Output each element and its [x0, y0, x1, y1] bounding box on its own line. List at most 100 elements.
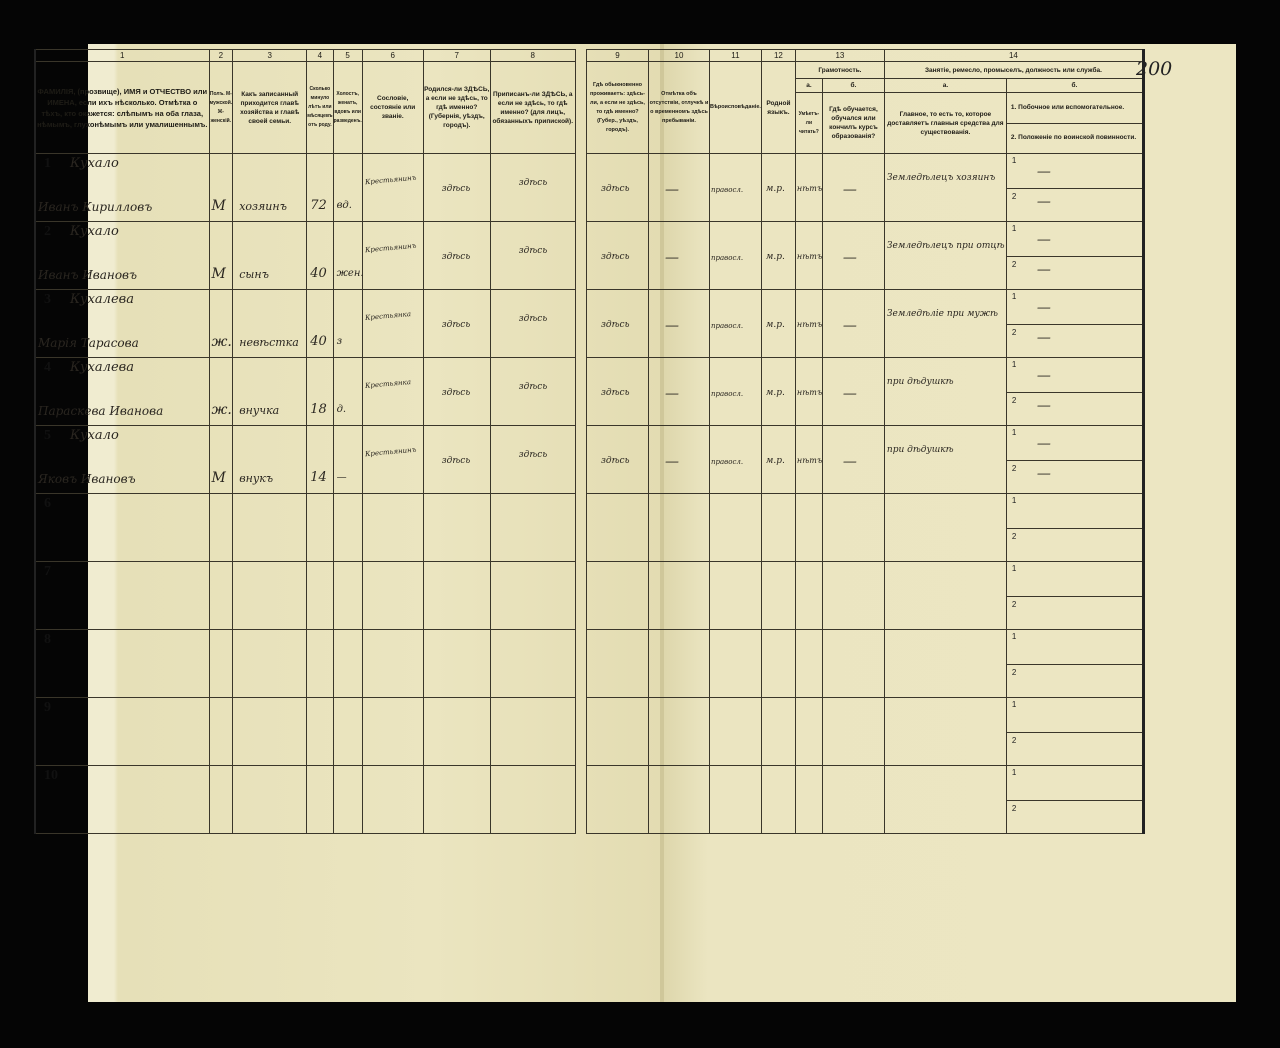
handwritten-entry: правосл.: [711, 322, 744, 330]
age-cell: [306, 561, 334, 630]
sub-label: 1: [1011, 156, 1017, 165]
handwritten-entry: м.р.: [765, 184, 785, 194]
sex-cell: [208, 765, 234, 834]
handwritten-entry: при дѣдушкѣ: [886, 377, 954, 387]
handwritten-entry: вд.: [336, 200, 352, 211]
col-number: 10: [648, 49, 710, 62]
relation-cell: невѣстка: [232, 289, 308, 358]
handwritten-entry: внукъ: [239, 472, 274, 485]
occupation-cell: Земледѣліе при мужѣ: [883, 289, 1007, 358]
age-cell: 14: [306, 425, 334, 494]
marital-cell: —: [332, 425, 363, 494]
birthplace-cell: [422, 629, 491, 698]
name-cell: 8: [34, 629, 210, 698]
literacy-cell: [794, 629, 823, 698]
relation-cell: [232, 561, 308, 630]
person-row: 1 2: [586, 493, 1144, 562]
secondary-cell: 1 2: [1005, 629, 1144, 698]
residence-cell: [586, 561, 649, 630]
literacy-cell: [794, 493, 823, 562]
relation-cell: внучка: [232, 357, 308, 426]
language-cell: [760, 697, 796, 766]
handwritten-entry: 40: [310, 334, 327, 349]
col-number: 8: [489, 49, 576, 62]
person-row: 1 2: [586, 629, 1144, 698]
relation-cell: сынъ: [232, 221, 308, 290]
person-row: здѣсь — правосл. м.р. нѣтъ — Земледѣлецъ…: [586, 221, 1144, 290]
name-cell: 7: [34, 561, 210, 630]
estate-cell: [361, 561, 424, 630]
handwritten-entry: правосл.: [711, 186, 744, 194]
absence-cell: —: [648, 289, 710, 358]
handwritten-entry: —: [842, 182, 857, 198]
sub-label: 2: [1011, 532, 1017, 541]
handwritten-entry: Земледѣліе при мужѣ: [886, 309, 998, 319]
sex-cell: [208, 493, 234, 562]
handwritten-entry: Земледѣлецъ хозяинъ: [886, 173, 996, 183]
handwritten-entry: Иванъ Кирилловъ: [38, 200, 153, 214]
handwritten-entry: —: [1036, 436, 1051, 452]
handwritten-entry: нѣтъ: [796, 252, 823, 261]
handwritten-entry: при дѣдушкѣ: [886, 445, 954, 455]
header-education: Гдѣ обучается, обучался или кончилъ курс…: [821, 92, 885, 154]
sex-cell: ж.: [208, 289, 234, 358]
header-literacy: Грамотность.: [794, 61, 885, 79]
education-cell: [821, 493, 885, 562]
handwritten-entry: М: [211, 198, 226, 214]
header-can-read: Умѣетъ-ли читать?: [794, 92, 823, 154]
religion-cell: [709, 697, 762, 766]
handwritten-entry: Кухало: [70, 224, 119, 239]
handwritten-entry: здѣсь: [518, 246, 548, 256]
sex-cell: М: [208, 425, 234, 494]
handwritten-entry: правосл.: [711, 390, 744, 398]
secondary-cell: 1 2: [1005, 765, 1144, 834]
handwritten-entry: —: [842, 318, 857, 334]
religion-cell: правосл.: [709, 221, 762, 290]
header-13a: а.: [794, 78, 823, 93]
literacy-cell: нѣтъ: [794, 289, 823, 358]
language-cell: [760, 629, 796, 698]
handwritten-entry: 18: [310, 402, 327, 417]
handwritten-entry: Кухало: [70, 428, 119, 443]
registration-cell: [489, 493, 576, 562]
handwritten-entry: здѣсь: [441, 456, 471, 466]
birthplace-cell: [422, 493, 491, 562]
name-cell: 1 Кухало Иванъ Кирилловъ: [34, 153, 210, 222]
registration-cell: [489, 697, 576, 766]
education-cell: [821, 697, 885, 766]
person-row: 9: [34, 697, 576, 766]
handwritten-entry: 40: [310, 266, 327, 281]
residence-cell: здѣсь: [586, 357, 649, 426]
language-cell: [760, 765, 796, 834]
name-cell: 5 Кухало Яковъ Ивановъ: [34, 425, 210, 494]
sub-label: 1: [1011, 632, 1017, 641]
birthplace-cell: здѣсь: [422, 153, 491, 222]
relation-cell: хозяинъ: [232, 153, 308, 222]
col-number: 11: [709, 49, 762, 62]
secondary-cell: 1 2 — —: [1005, 289, 1144, 358]
person-row: 10: [34, 765, 576, 834]
absence-cell: [648, 765, 710, 834]
registration-cell: здѣсь: [489, 221, 576, 290]
handwritten-entry: м.р.: [765, 388, 785, 398]
col-number: 9: [586, 49, 649, 62]
col-number: 13: [794, 49, 885, 62]
col-number: 5: [332, 49, 363, 62]
birthplace-cell: здѣсь: [422, 289, 491, 358]
handwritten-entry: —: [665, 386, 679, 402]
age-cell: [306, 629, 334, 698]
education-cell: [821, 629, 885, 698]
header-absence: Отмѣтка объ отсутствіи, отлучкѣ и о врем…: [648, 61, 710, 154]
handwritten-entry: жен.: [336, 268, 364, 279]
age-cell: 72: [306, 153, 334, 222]
sub-label: 2: [1011, 464, 1017, 473]
language-cell: м.р.: [760, 289, 796, 358]
name-cell: 3 Кухалева Марія Тарасова: [34, 289, 210, 358]
handwritten-entry: —: [1036, 194, 1051, 210]
literacy-cell: [794, 561, 823, 630]
marital-cell: д.: [332, 357, 363, 426]
marital-cell: [332, 629, 363, 698]
estate-cell: Крестьянинъ: [361, 221, 424, 290]
registration-cell: [489, 561, 576, 630]
sub-divider: [1006, 528, 1142, 529]
